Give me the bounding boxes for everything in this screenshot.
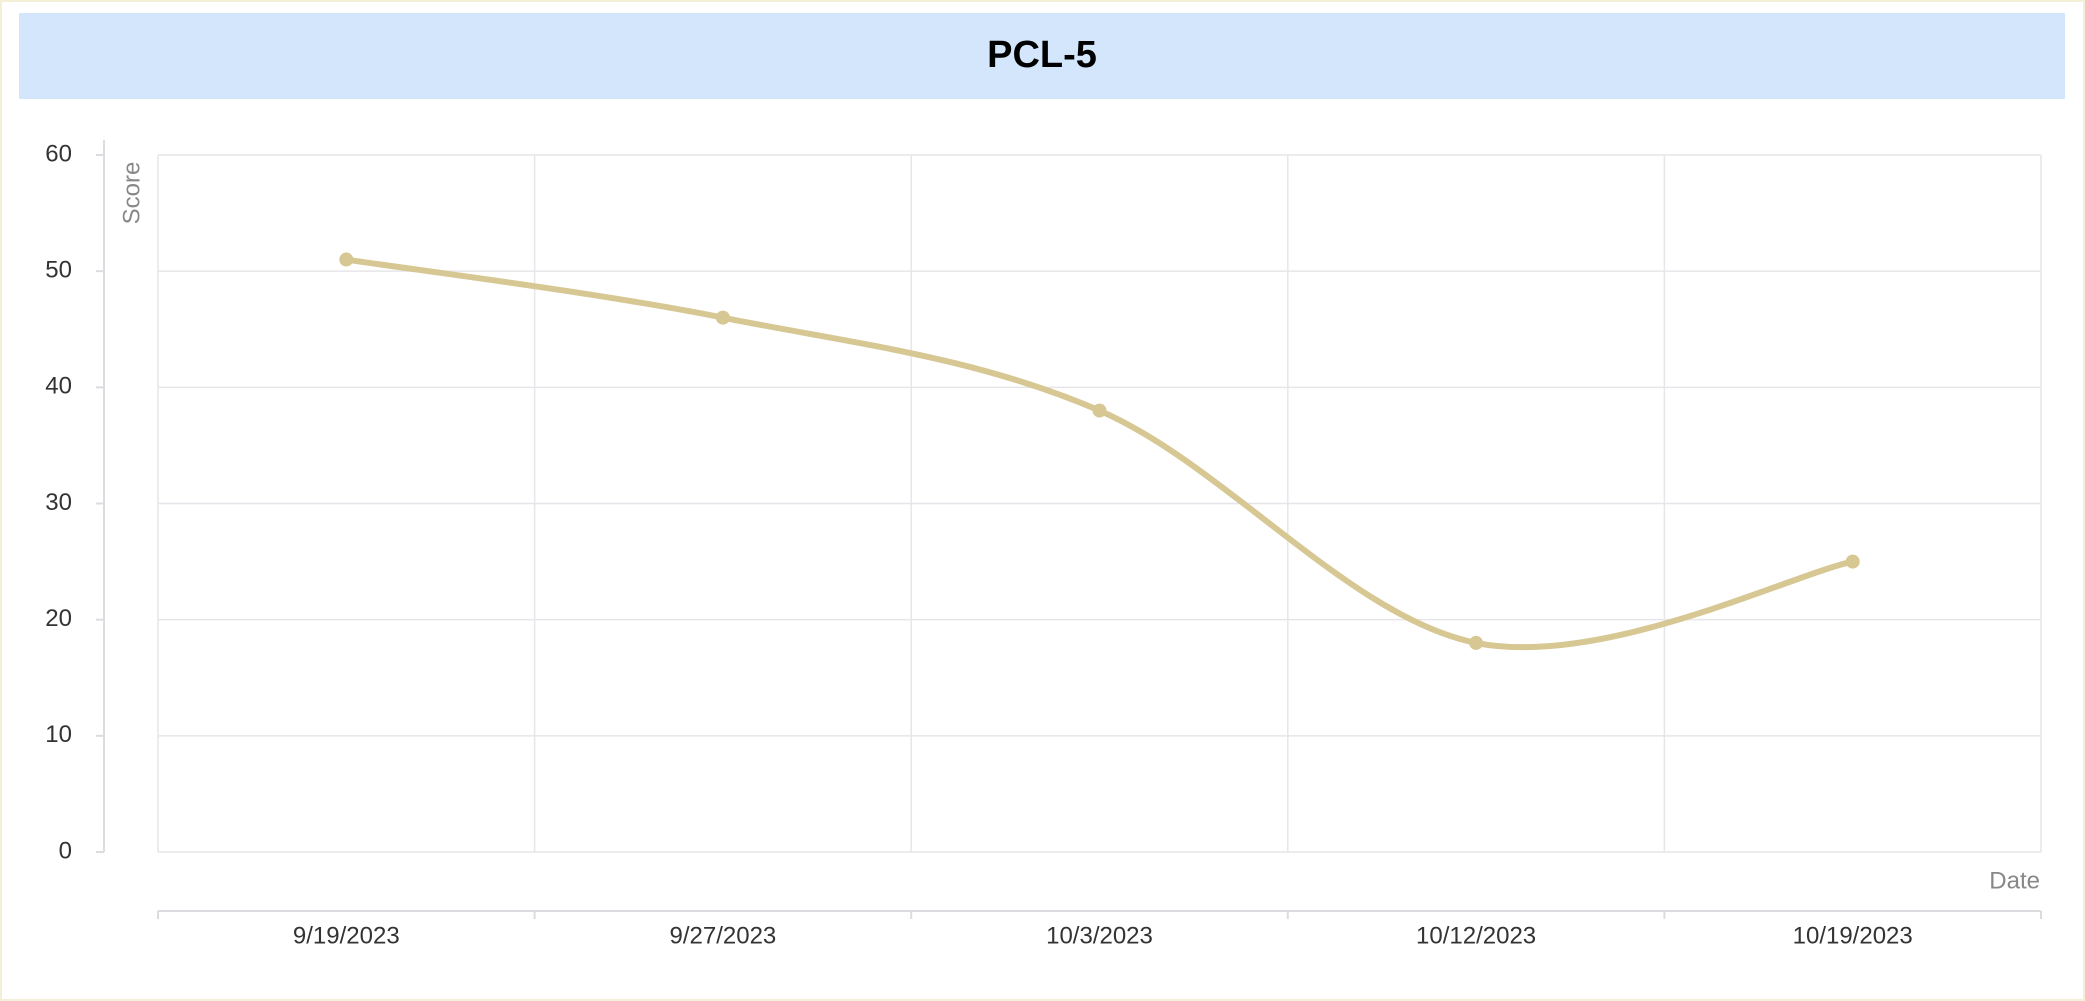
x-tick-label: 10/3/2023 — [1046, 922, 1153, 949]
y-tick-label: 50 — [45, 257, 72, 284]
y-tick-label: 20 — [45, 605, 72, 632]
y-tick-label: 30 — [45, 489, 72, 516]
x-axis-label: Date — [1989, 867, 2040, 894]
x-tick-label: 10/19/2023 — [1793, 922, 1913, 949]
point — [339, 252, 354, 267]
x-tick-label: 9/27/2023 — [670, 922, 777, 949]
x-tick-label: 10/12/2023 — [1416, 922, 1536, 949]
y-tick-label: 10 — [45, 721, 72, 748]
title-bar — [19, 13, 2065, 99]
y-tick-label: 40 — [45, 373, 72, 400]
chart-title: PCL-5 — [987, 34, 1097, 76]
point — [1845, 554, 1860, 569]
point — [1092, 403, 1107, 418]
x-tick-label: 9/19/2023 — [293, 922, 400, 949]
line — [343, 256, 1856, 651]
y-axis-label: Score — [118, 162, 145, 225]
y-tick-label: 0 — [59, 837, 72, 864]
y-tick-label: 60 — [45, 140, 72, 167]
point — [715, 310, 730, 325]
point — [1469, 635, 1484, 650]
